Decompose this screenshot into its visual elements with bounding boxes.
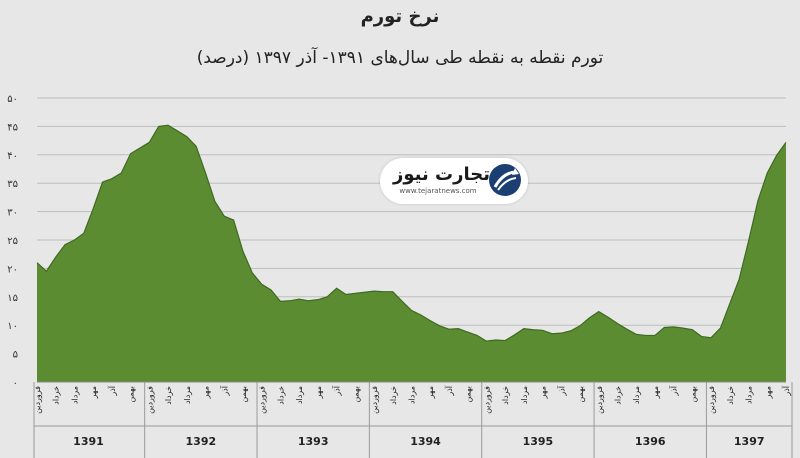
x-month-label: خرداد bbox=[276, 386, 285, 405]
inflation-line bbox=[36, 124, 787, 342]
x-month-label: بهمن bbox=[239, 386, 248, 403]
x-month-label: مرداد bbox=[295, 386, 304, 404]
x-month-label: خرداد bbox=[726, 386, 735, 405]
x-month-label: آذر bbox=[219, 385, 229, 396]
x-month-label: فروردین bbox=[258, 386, 267, 414]
year-label: 1391 bbox=[73, 435, 104, 448]
x-month-label: مهر bbox=[89, 386, 98, 399]
y-tick-label: ۴۰ bbox=[7, 151, 18, 162]
x-month-label: بهمن bbox=[127, 386, 136, 403]
y-tick-label: ۲۰ bbox=[7, 264, 18, 275]
x-month-label: خرداد bbox=[501, 386, 510, 405]
year-label: 1393 bbox=[298, 435, 329, 448]
x-month-label: آذر bbox=[669, 385, 679, 396]
watermark-url: www.tejaratnews.com bbox=[399, 187, 477, 195]
year-label: 1396 bbox=[635, 435, 666, 448]
x-month-label: فروردین bbox=[33, 386, 42, 414]
x-month-label: فروردین bbox=[482, 386, 491, 414]
x-month-label: خرداد bbox=[52, 386, 61, 405]
x-month-label: مرداد bbox=[520, 386, 529, 404]
x-month-label: فروردین bbox=[707, 386, 716, 414]
x-month-label: بهمن bbox=[688, 386, 697, 403]
x-month-label: مرداد bbox=[745, 386, 754, 404]
x-month-label: بهمن bbox=[351, 386, 360, 403]
x-month-label: آذر bbox=[556, 385, 566, 396]
chart-title: نرخ تورم bbox=[360, 6, 440, 27]
year-label: 1392 bbox=[186, 435, 217, 448]
x-month-label: فروردین bbox=[370, 386, 379, 414]
x-month-label: بهمن bbox=[464, 386, 473, 403]
y-tick-label: ۵ bbox=[13, 350, 18, 361]
y-tick-label: ۴۵ bbox=[7, 122, 18, 133]
x-month-label: بهمن bbox=[576, 386, 585, 403]
x-month-label: مهر bbox=[763, 386, 772, 399]
x-month-label: مرداد bbox=[632, 386, 641, 404]
x-month-label: مهر bbox=[314, 386, 323, 399]
watermark-globe-icon bbox=[489, 164, 521, 196]
x-month-label: مهر bbox=[651, 386, 660, 399]
x-month-label: فروردین bbox=[595, 386, 604, 414]
inflation-area bbox=[37, 125, 786, 382]
x-month-label: مهر bbox=[539, 386, 548, 399]
x-month-label: مهر bbox=[426, 386, 435, 399]
x-month-label: خرداد bbox=[389, 386, 398, 405]
x-month-label: آذر bbox=[107, 385, 117, 396]
y-tick-label: ۱۵ bbox=[7, 293, 18, 304]
watermark-name: تجارت نیوز bbox=[393, 164, 490, 185]
year-label: 1395 bbox=[523, 435, 554, 448]
x-month-label: فروردین bbox=[145, 386, 154, 414]
x-month-label: مرداد bbox=[183, 386, 192, 404]
x-month-label: مهر bbox=[202, 386, 211, 399]
x-month-label: آذر bbox=[332, 385, 342, 396]
year-label: 1397 bbox=[734, 435, 765, 448]
y-tick-label: ۳۵ bbox=[7, 179, 18, 190]
x-month-label: مرداد bbox=[408, 386, 417, 404]
y-tick-label: ۰ bbox=[13, 378, 18, 389]
x-month-label: آذر bbox=[444, 385, 454, 396]
y-tick-label: ۲۵ bbox=[7, 236, 18, 247]
y-tick-label: ۵۰ bbox=[7, 94, 18, 105]
chart-subtitle: تورم نقطه به نقطه طی سال‌های ۱۳۹۱- آذر ۱… bbox=[196, 48, 604, 68]
x-month-label: آذر bbox=[781, 385, 791, 396]
watermark-logo: تجارت نیوز www.tejaratnews.com bbox=[380, 158, 528, 204]
x-month-label: خرداد bbox=[613, 386, 622, 405]
y-tick-label: ۱۰ bbox=[7, 321, 18, 332]
x-month-label: مرداد bbox=[70, 386, 79, 404]
y-tick-label: ۳۰ bbox=[7, 208, 18, 219]
x-month-label: خرداد bbox=[164, 386, 173, 405]
year-label: 1394 bbox=[410, 435, 441, 448]
